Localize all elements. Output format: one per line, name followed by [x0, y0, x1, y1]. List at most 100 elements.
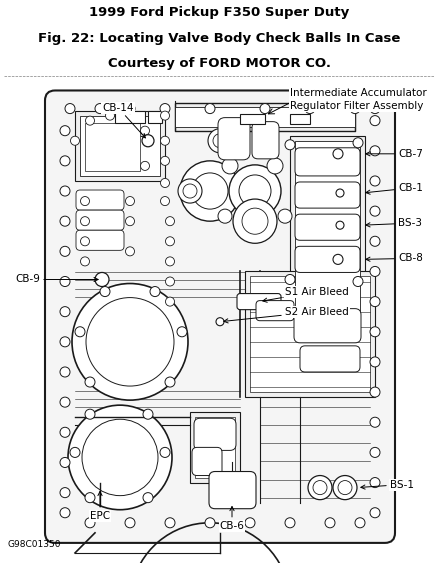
- Circle shape: [60, 307, 70, 316]
- Circle shape: [166, 257, 174, 266]
- Circle shape: [165, 377, 175, 387]
- Circle shape: [333, 254, 343, 265]
- Circle shape: [81, 237, 89, 246]
- Circle shape: [370, 176, 380, 186]
- Circle shape: [60, 367, 70, 377]
- Circle shape: [229, 165, 281, 217]
- Circle shape: [86, 298, 174, 386]
- FancyBboxPatch shape: [218, 118, 250, 160]
- Circle shape: [143, 409, 153, 419]
- Circle shape: [81, 257, 89, 266]
- Text: BS-3: BS-3: [366, 218, 422, 228]
- Circle shape: [350, 104, 360, 114]
- Circle shape: [336, 221, 344, 229]
- Circle shape: [305, 104, 315, 114]
- Circle shape: [160, 136, 170, 145]
- FancyBboxPatch shape: [192, 448, 222, 476]
- Circle shape: [245, 518, 255, 528]
- Bar: [290, 114, 310, 124]
- Circle shape: [160, 157, 170, 166]
- Text: BS-1: BS-1: [361, 480, 414, 490]
- FancyBboxPatch shape: [237, 293, 281, 310]
- Circle shape: [141, 126, 149, 135]
- Circle shape: [208, 129, 232, 153]
- Text: EPC: EPC: [90, 491, 110, 521]
- Bar: [290, 136, 365, 321]
- Circle shape: [60, 247, 70, 256]
- Circle shape: [278, 209, 292, 223]
- FancyBboxPatch shape: [209, 472, 256, 509]
- Bar: [190, 412, 240, 482]
- Circle shape: [95, 104, 105, 114]
- Text: CB-1: CB-1: [366, 183, 423, 194]
- Circle shape: [125, 518, 135, 528]
- Circle shape: [370, 104, 380, 114]
- Circle shape: [165, 518, 175, 528]
- Circle shape: [313, 481, 327, 495]
- Circle shape: [213, 133, 227, 148]
- Circle shape: [338, 481, 352, 495]
- Circle shape: [166, 237, 174, 246]
- Circle shape: [60, 427, 70, 437]
- FancyBboxPatch shape: [295, 247, 360, 272]
- Circle shape: [233, 199, 277, 243]
- Circle shape: [285, 140, 295, 150]
- Bar: [195, 417, 235, 477]
- Text: 1999 Ford Pickup F350 Super Duty: 1999 Ford Pickup F350 Super Duty: [89, 6, 349, 19]
- Circle shape: [333, 476, 357, 500]
- Bar: [250, 276, 370, 392]
- Text: CB-9: CB-9: [15, 275, 98, 284]
- Circle shape: [72, 284, 188, 400]
- Circle shape: [183, 184, 197, 198]
- Circle shape: [166, 277, 174, 286]
- Bar: [175, 106, 355, 127]
- Circle shape: [242, 208, 268, 234]
- Circle shape: [370, 115, 380, 126]
- Text: CB-7: CB-7: [366, 149, 423, 159]
- Circle shape: [192, 173, 228, 209]
- Circle shape: [285, 518, 295, 528]
- Circle shape: [143, 493, 153, 503]
- FancyBboxPatch shape: [294, 309, 361, 343]
- Circle shape: [125, 104, 135, 114]
- Circle shape: [166, 217, 174, 226]
- Circle shape: [370, 266, 380, 276]
- Text: S1 Air Bleed: S1 Air Bleed: [263, 287, 349, 302]
- Circle shape: [205, 518, 215, 528]
- Bar: [80, 115, 160, 176]
- Circle shape: [85, 409, 95, 419]
- Circle shape: [353, 276, 363, 287]
- Text: S2 Air Bleed: S2 Air Bleed: [224, 307, 349, 323]
- Circle shape: [106, 111, 114, 120]
- Circle shape: [325, 518, 335, 528]
- Text: G98C01350: G98C01350: [8, 540, 61, 549]
- Text: Courtesy of FORD MOTOR CO.: Courtesy of FORD MOTOR CO.: [107, 57, 331, 70]
- Circle shape: [68, 405, 172, 510]
- Circle shape: [126, 196, 134, 205]
- FancyBboxPatch shape: [295, 148, 360, 176]
- Circle shape: [178, 179, 202, 203]
- Circle shape: [355, 518, 365, 528]
- FancyBboxPatch shape: [300, 346, 360, 372]
- Bar: [115, 110, 145, 123]
- Circle shape: [222, 158, 238, 174]
- Circle shape: [370, 327, 380, 337]
- Circle shape: [216, 318, 224, 326]
- Circle shape: [82, 419, 158, 495]
- FancyBboxPatch shape: [45, 91, 395, 543]
- Bar: [245, 271, 375, 397]
- Circle shape: [160, 196, 170, 205]
- Text: CB-14: CB-14: [102, 102, 145, 138]
- Circle shape: [85, 493, 95, 503]
- Circle shape: [75, 327, 85, 337]
- Circle shape: [85, 377, 95, 387]
- Text: Intermediate Accumulator
Regulator Filter Assembly: Intermediate Accumulator Regulator Filte…: [290, 88, 427, 111]
- Circle shape: [60, 508, 70, 518]
- Circle shape: [60, 186, 70, 196]
- Text: CB-8: CB-8: [366, 253, 423, 263]
- Circle shape: [166, 297, 174, 306]
- Circle shape: [85, 518, 95, 528]
- Circle shape: [160, 178, 170, 187]
- Circle shape: [60, 126, 70, 136]
- Circle shape: [60, 457, 70, 467]
